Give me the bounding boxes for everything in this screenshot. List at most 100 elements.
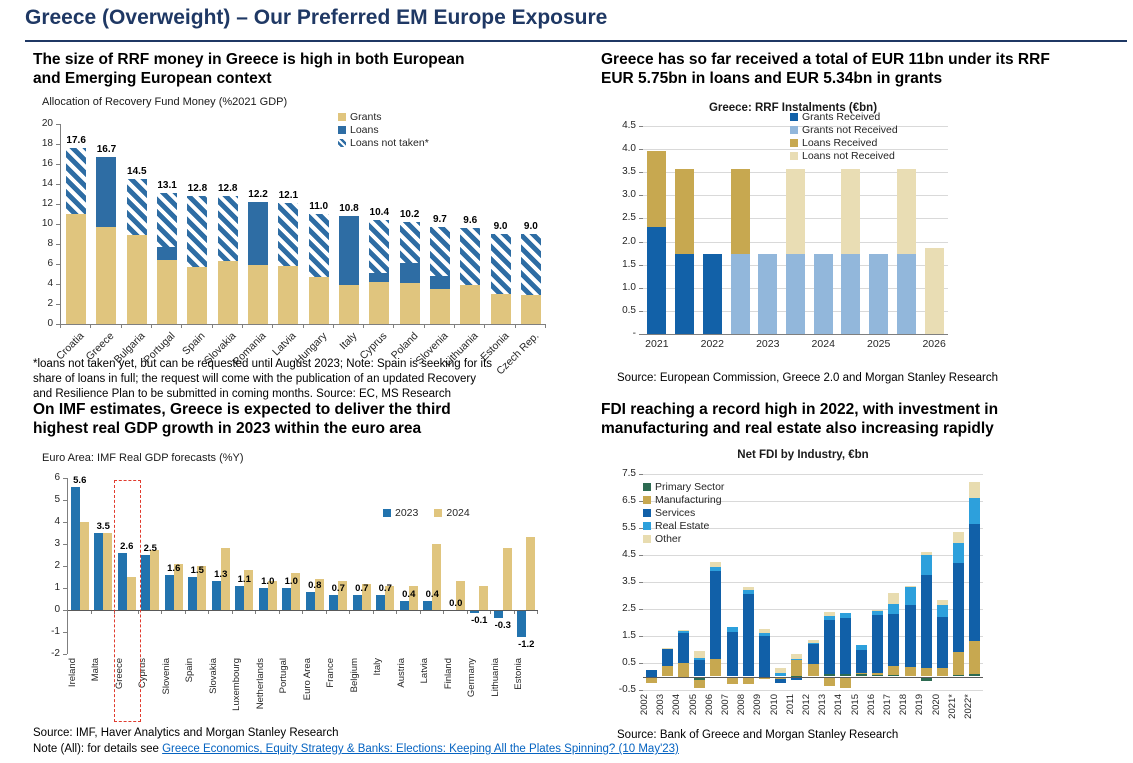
bar-segment-Other	[888, 592, 900, 605]
bar-segment-Services	[791, 677, 803, 681]
bar-segment-Real Estate	[775, 673, 787, 677]
y-axis-tick-label: 2.0	[622, 235, 636, 247]
y-axis-tick	[56, 224, 60, 225]
bar-segment-Loans	[248, 202, 269, 265]
x-axis-tick	[60, 324, 61, 328]
bar-segment-Loans	[399, 263, 420, 283]
bar-2023	[470, 611, 480, 614]
gridline	[643, 528, 983, 529]
x-axis-label: 2024	[811, 338, 835, 350]
footer-note-link[interactable]: Greece Economics, Equity Strategy & Bank…	[162, 743, 679, 755]
bar-segment-Primary Sector	[694, 677, 706, 681]
y-axis-tick-label: 1	[54, 582, 60, 593]
bar-segment-Grants Received	[675, 254, 695, 334]
bar-2023	[188, 577, 198, 610]
bar-segment-Manufacturing	[969, 641, 981, 674]
legend-item: 2024	[434, 506, 470, 519]
bar-segment-Manufacturing	[677, 663, 689, 677]
bar-segment-Other	[791, 653, 803, 659]
bar-segment-Grants	[248, 265, 269, 324]
heading-fdi-line2: manufacturing and real estate also incre…	[601, 420, 994, 437]
bar-2024	[314, 579, 324, 610]
bar-segment-Manufacturing	[694, 680, 706, 689]
legend: 2023 2024	[383, 506, 470, 519]
footnote-line3: and Resilience Plan to be submitted in c…	[33, 388, 452, 400]
y-axis-tick-label: 0.5	[622, 657, 636, 668]
x-axis-tick	[150, 324, 152, 328]
plot-area: 5.6 3.5 2.6 2.5 1.6 1.5 1.3 1.1 1.0 1.0 0.8 0.7 0.7 0…	[67, 475, 538, 654]
bar-segment-Manufacturing	[888, 665, 900, 676]
chart-net-fdi: 7.5 6.5 5.5 4.5 3.5 2.5 1.5 0.5 -0.5 2002 2003 2004…	[613, 466, 1123, 728]
bar-segment-Grants	[126, 235, 147, 324]
x-axis-label: 2016	[865, 694, 877, 716]
value-label: 1.0	[261, 576, 275, 587]
heading-imf-gdp-line2: highest real GDP growth in 2023 within t…	[33, 420, 422, 437]
x-axis-tick	[211, 324, 213, 328]
bar-segment-Loans Received	[647, 150, 667, 228]
bar-segment-Primary Sector	[791, 675, 803, 677]
x-axis-label: Portugal	[278, 658, 290, 694]
value-label: 1.3	[214, 569, 228, 581]
x-axis-label: Belgium	[348, 658, 360, 693]
y-axis-tick	[63, 654, 67, 655]
bar-segment-Grants not Received	[730, 254, 750, 334]
y-axis-tick	[56, 144, 60, 145]
bar-segment-Manufacturing	[807, 664, 819, 677]
y-axis-tick-label: 1.0	[622, 281, 636, 293]
y-axis-tick	[639, 287, 643, 289]
value-label: 0.7	[355, 582, 369, 594]
y-axis-tick-label: 4	[54, 516, 60, 527]
x-axis-label: 2022*	[962, 694, 974, 719]
bar-2024	[103, 533, 113, 610]
bar-segment-Real Estate	[920, 555, 932, 576]
bar-2023	[399, 601, 409, 610]
x-axis-label: Spain	[184, 658, 196, 683]
heading-imf-gdp-line1: On IMF estimates, Greece is expected to …	[33, 401, 451, 418]
heading-rrf-instalments-line1: Greece has so far received a total of EU…	[601, 51, 1050, 68]
bar-segment-Real Estate	[742, 590, 754, 595]
legend-swatch-Loans	[338, 125, 346, 134]
value-label: 0.8	[308, 580, 322, 592]
x-axis-label: 2011	[784, 694, 796, 715]
chart-gdp-title: Euro Area: IMF Real GDP forecasts (%Y)	[42, 452, 244, 464]
y-axis-tick	[639, 241, 643, 243]
heading-imf-gdp: On IMF estimates, Greece is expected to …	[33, 400, 578, 438]
bar-segment-Real Estate	[904, 586, 916, 605]
x-axis-tick	[396, 610, 397, 614]
bar-segment-Loans	[338, 216, 359, 285]
y-axis-tick	[63, 632, 67, 633]
total-label: 12.2	[248, 189, 268, 200]
bar-segment-Real Estate	[758, 633, 770, 636]
legend-item: Other	[643, 532, 724, 545]
value-label: 1.5	[190, 565, 204, 576]
x-axis-label: 2019	[914, 694, 926, 716]
y-axis-tick	[639, 195, 643, 197]
y-axis-tick-label: 5	[54, 494, 60, 505]
y-axis-tick-label: 4	[47, 278, 53, 289]
bar-segment-Real Estate	[823, 616, 835, 621]
y-axis-tick	[63, 544, 67, 545]
total-label: 9.0	[523, 221, 538, 232]
x-axis-tick	[419, 610, 421, 614]
value-label: 3.5	[96, 521, 110, 532]
x-axis-label: 2026	[922, 338, 946, 350]
bar-segment-Loans not Received	[841, 169, 861, 255]
gridline	[643, 636, 983, 637]
bar-2023	[141, 555, 151, 610]
footnote-rrf-allocation: *loans not taken yet, but can be request…	[33, 357, 578, 402]
y-axis-tick-label: 14	[41, 178, 53, 189]
bar-2023	[117, 552, 127, 610]
bar-segment-Manufacturing	[710, 658, 722, 677]
legend-swatch-Grants not Received	[790, 125, 798, 134]
x-axis-label: 2023	[756, 338, 780, 350]
x-axis-label: Netherlands	[254, 658, 266, 710]
y-axis-tick-label: 18	[41, 138, 53, 149]
bar-segment-Loans	[369, 273, 390, 282]
bar-segment-Services	[839, 617, 851, 675]
legend-item: Primary Sector	[643, 480, 724, 493]
legend-swatch-2024	[434, 508, 443, 517]
gridline	[643, 690, 983, 691]
legend: Grants Loans Loans not taken*	[338, 110, 429, 149]
bar-2024	[408, 585, 418, 610]
